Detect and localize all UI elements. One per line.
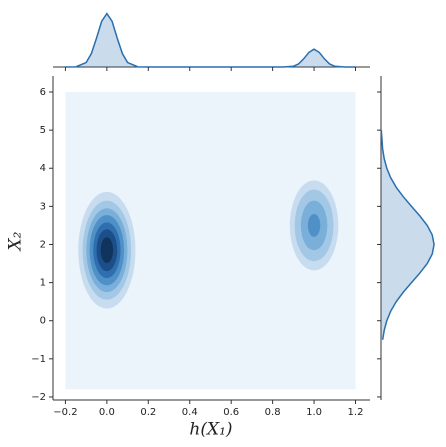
y-tick-label: 0 bbox=[40, 316, 46, 327]
kde-contour bbox=[307, 213, 321, 237]
x-tick-label: 0.4 bbox=[182, 407, 198, 418]
y-tick-label: 2 bbox=[40, 239, 46, 250]
right-marginal-area bbox=[381, 130, 435, 340]
y-tick-label: 3 bbox=[40, 201, 46, 212]
right-marginal-line bbox=[380, 130, 435, 340]
x-tick-label: 1.0 bbox=[306, 407, 322, 418]
x-tick-label: 1.2 bbox=[348, 407, 364, 418]
y-tick-label: 6 bbox=[40, 87, 46, 98]
y-tick-label: 1 bbox=[40, 278, 46, 289]
x-tick-label: 0.6 bbox=[223, 407, 239, 418]
y-tick-label: 4 bbox=[40, 163, 46, 174]
x-tick-label: 0.0 bbox=[99, 407, 115, 418]
y-tick-label: 5 bbox=[40, 125, 46, 136]
y-tick-label: −2 bbox=[31, 392, 46, 403]
x-tick-label: 0.2 bbox=[140, 407, 156, 418]
x-tick-label: 0.8 bbox=[265, 407, 281, 418]
top-marginal-line bbox=[65, 12, 356, 68]
top-marginal-area bbox=[65, 13, 356, 67]
y-tick-label: −1 bbox=[31, 354, 46, 365]
x-axis-label: h(X₁) bbox=[189, 420, 232, 440]
y-axis-label: X₂ bbox=[6, 231, 26, 252]
x-tick-label: −0.2 bbox=[53, 407, 77, 418]
kde-contour bbox=[100, 237, 114, 264]
